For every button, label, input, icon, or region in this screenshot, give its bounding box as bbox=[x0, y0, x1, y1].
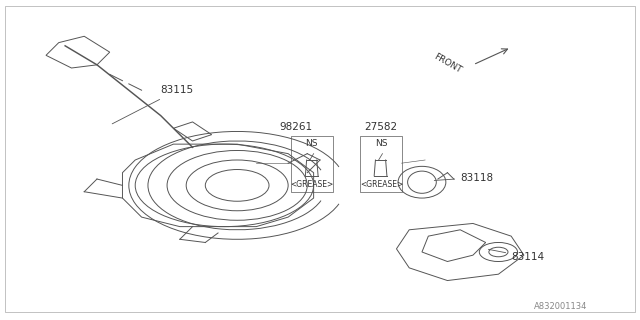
Text: 27582: 27582 bbox=[365, 122, 397, 132]
Text: 83115: 83115 bbox=[112, 85, 194, 124]
Text: NS: NS bbox=[376, 139, 388, 148]
Text: 83114: 83114 bbox=[488, 249, 544, 262]
Bar bbox=[291, 136, 333, 192]
Text: <GREASE>: <GREASE> bbox=[290, 180, 333, 189]
Text: NS: NS bbox=[305, 139, 318, 148]
Text: 98261: 98261 bbox=[280, 122, 313, 132]
Bar bbox=[360, 136, 401, 192]
Text: 83118: 83118 bbox=[435, 172, 493, 183]
Text: A832001134: A832001134 bbox=[534, 302, 588, 311]
Text: <GREASE>: <GREASE> bbox=[360, 180, 403, 189]
Text: FRONT: FRONT bbox=[432, 52, 463, 75]
